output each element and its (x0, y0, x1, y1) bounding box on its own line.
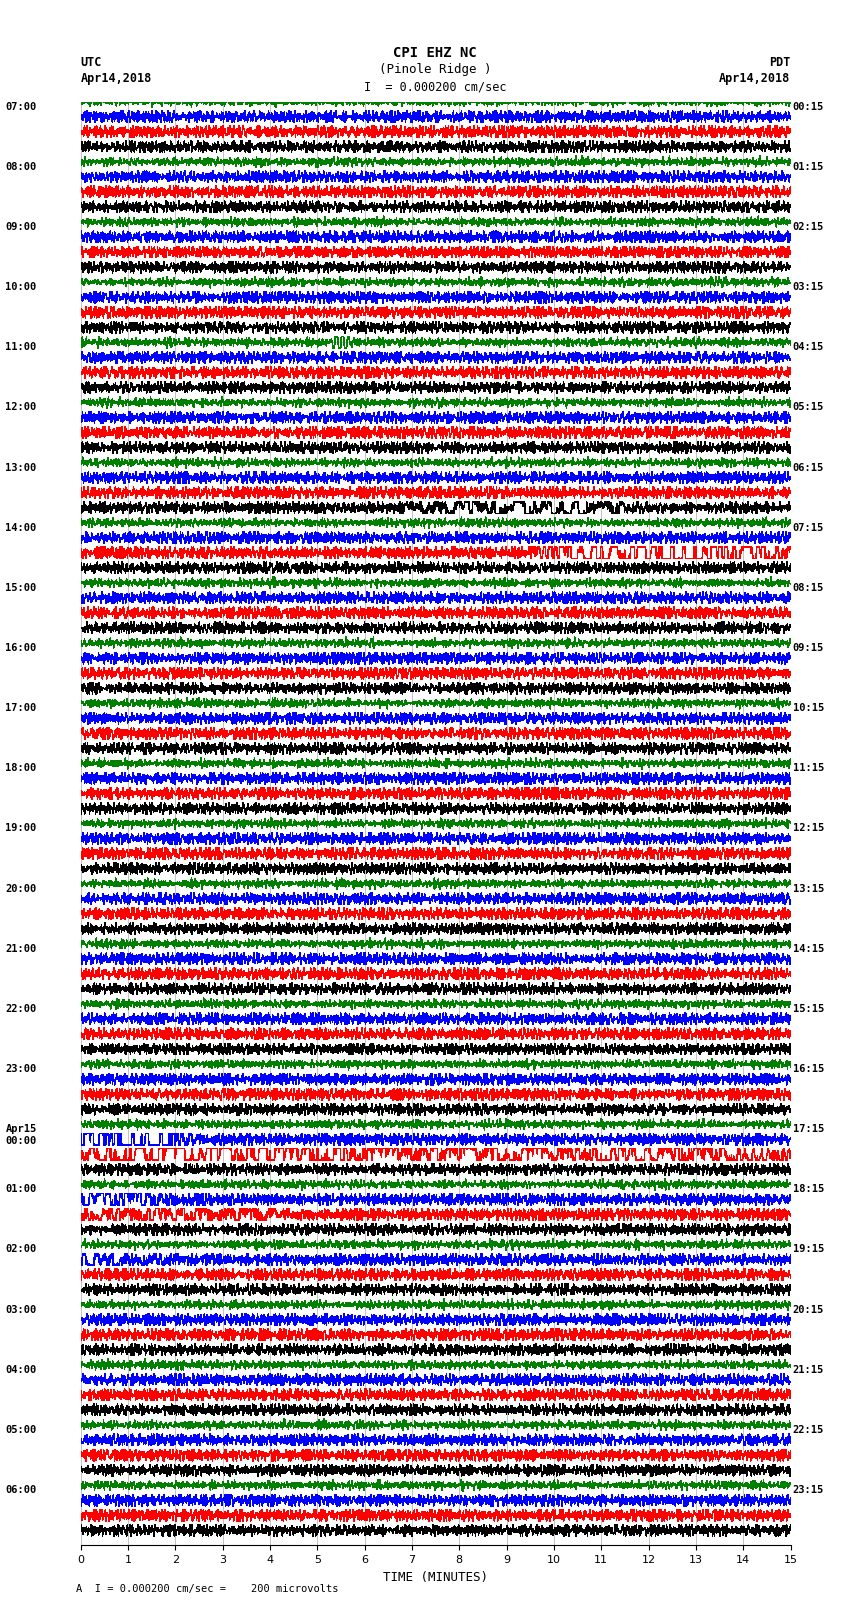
X-axis label: TIME (MINUTES): TIME (MINUTES) (383, 1571, 488, 1584)
Text: I  = 0.000200 cm/sec: I = 0.000200 cm/sec (364, 81, 507, 94)
Text: 01:00: 01:00 (5, 1184, 37, 1194)
Text: 07:15: 07:15 (793, 523, 824, 532)
Text: 03:15: 03:15 (793, 282, 824, 292)
Text: 08:15: 08:15 (793, 582, 824, 594)
Text: 05:15: 05:15 (793, 402, 824, 413)
Text: 00:15: 00:15 (793, 102, 824, 111)
Text: 12:00: 12:00 (5, 402, 37, 413)
Text: 23:15: 23:15 (793, 1486, 824, 1495)
Text: 14:00: 14:00 (5, 523, 37, 532)
Text: PDT: PDT (769, 56, 790, 69)
Text: 04:15: 04:15 (793, 342, 824, 352)
Text: 09:00: 09:00 (5, 223, 37, 232)
Text: 04:00: 04:00 (5, 1365, 37, 1374)
Text: 02:15: 02:15 (793, 223, 824, 232)
Text: 10:15: 10:15 (793, 703, 824, 713)
Text: 10:00: 10:00 (5, 282, 37, 292)
Text: 21:15: 21:15 (793, 1365, 824, 1374)
Text: CPI EHZ NC: CPI EHZ NC (394, 45, 477, 60)
Text: 19:00: 19:00 (5, 824, 37, 834)
Text: 05:00: 05:00 (5, 1424, 37, 1436)
Text: 20:15: 20:15 (793, 1305, 824, 1315)
Text: 11:00: 11:00 (5, 342, 37, 352)
Text: 23:00: 23:00 (5, 1065, 37, 1074)
Text: 14:15: 14:15 (793, 944, 824, 953)
Text: 17:00: 17:00 (5, 703, 37, 713)
Text: 21:00: 21:00 (5, 944, 37, 953)
Text: 22:00: 22:00 (5, 1003, 37, 1015)
Text: Apr14,2018: Apr14,2018 (719, 73, 791, 85)
Text: 06:15: 06:15 (793, 463, 824, 473)
Text: UTC: UTC (81, 56, 102, 69)
Text: 20:00: 20:00 (5, 884, 37, 894)
Text: 13:00: 13:00 (5, 463, 37, 473)
Text: 12:15: 12:15 (793, 824, 824, 834)
Text: 13:15: 13:15 (793, 884, 824, 894)
Text: 03:00: 03:00 (5, 1305, 37, 1315)
Text: A  I = 0.000200 cm/sec =    200 microvolts: A I = 0.000200 cm/sec = 200 microvolts (76, 1584, 339, 1594)
Text: 18:00: 18:00 (5, 763, 37, 773)
Text: 15:15: 15:15 (793, 1003, 824, 1015)
Text: 08:00: 08:00 (5, 161, 37, 171)
Text: 01:15: 01:15 (793, 161, 824, 171)
Text: 11:15: 11:15 (793, 763, 824, 773)
Text: 06:00: 06:00 (5, 1486, 37, 1495)
Text: 16:15: 16:15 (793, 1065, 824, 1074)
Text: 02:00: 02:00 (5, 1245, 37, 1255)
Text: Apr15
00:00: Apr15 00:00 (5, 1124, 37, 1145)
Text: 22:15: 22:15 (793, 1424, 824, 1436)
Text: 17:15: 17:15 (793, 1124, 824, 1134)
Text: 15:00: 15:00 (5, 582, 37, 594)
Text: (Pinole Ridge ): (Pinole Ridge ) (379, 63, 491, 76)
Text: 16:00: 16:00 (5, 644, 37, 653)
Text: 19:15: 19:15 (793, 1245, 824, 1255)
Text: 09:15: 09:15 (793, 644, 824, 653)
Text: 07:00: 07:00 (5, 102, 37, 111)
Text: 18:15: 18:15 (793, 1184, 824, 1194)
Text: Apr14,2018: Apr14,2018 (81, 73, 152, 85)
